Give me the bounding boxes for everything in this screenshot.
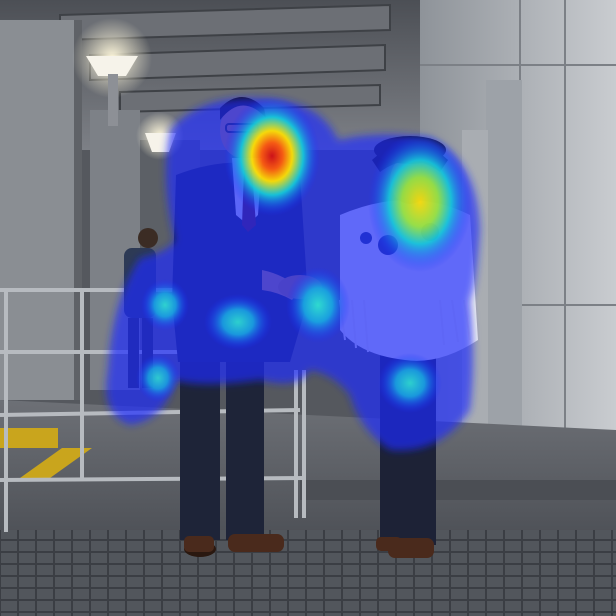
- left-pillar: [0, 20, 80, 400]
- heatmap-hotspot-woman-leg: [378, 353, 442, 413]
- yellow-edge-stripe: [0, 428, 58, 448]
- heatmap-hotspot-woman-face: [368, 132, 472, 272]
- heatmap-hotspot-man-arm: [204, 294, 272, 350]
- floor-grate: [0, 530, 616, 616]
- heatmap-hotspot-lower-left: [136, 354, 180, 402]
- heatmap-hotspot-left-torso: [141, 279, 189, 331]
- heatmap-peak-man-face: [224, 96, 320, 216]
- attention-heatmap: [106, 96, 480, 451]
- heatmap-hotspot-handshake: [286, 267, 350, 343]
